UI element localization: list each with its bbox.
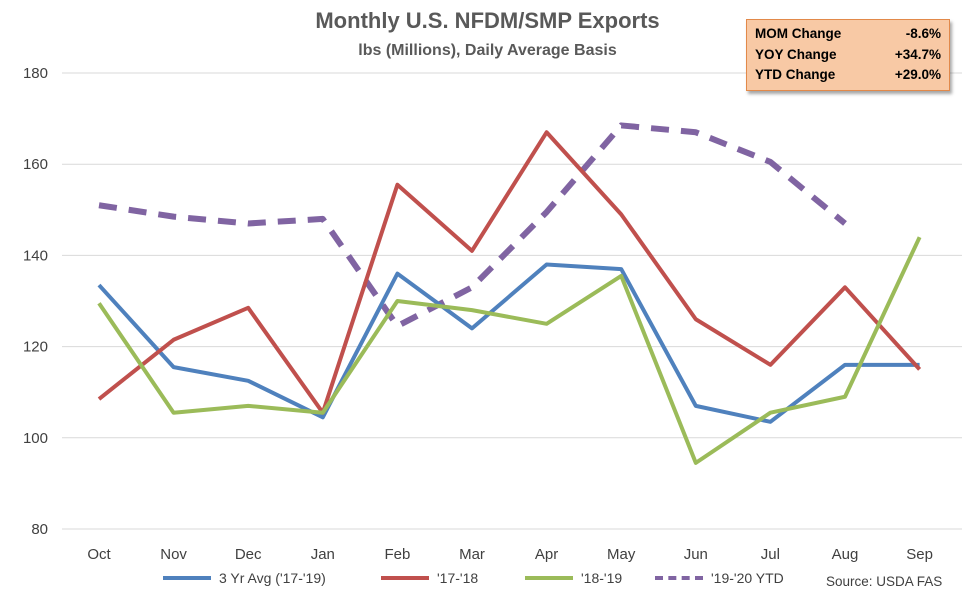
legend-swatch: [163, 576, 211, 580]
x-tick-label: Sep: [906, 546, 933, 563]
series-line: [97, 130, 922, 415]
y-tick-label: 120: [23, 339, 48, 356]
stat-value: -8.6%: [905, 26, 941, 41]
series-line: [97, 262, 920, 424]
stat-label: YOY Change: [755, 46, 837, 62]
legend-swatch: [381, 576, 429, 580]
y-tick-label: 180: [23, 65, 48, 82]
stat-row-yoy: YOY Change +34.7%: [755, 45, 941, 66]
chart-subtitle: lbs (Millions), Daily Average Basis: [358, 42, 617, 59]
legend-swatch: [525, 576, 573, 580]
chart-title: Monthly U.S. NFDM/SMP Exports: [315, 8, 660, 33]
x-tick-label: Jun: [684, 546, 708, 563]
stat-value: +29.0%: [894, 67, 941, 82]
legend-item-17-18: '17-'18: [381, 570, 478, 586]
legend-item-3yr-avg: 3 Yr Avg ('17-'19): [163, 570, 326, 586]
x-axis-ticks: Oct Nov Dec Jan Feb Mar Apr May Jun Jul Aug Sep: [87, 546, 933, 563]
y-tick-label: 100: [23, 430, 48, 447]
x-tick-label: Apr: [535, 546, 558, 563]
x-tick-label: Oct: [87, 546, 111, 563]
x-tick-label: Dec: [235, 546, 262, 563]
y-axis-ticks: 80 100 120 140 160 180: [23, 65, 48, 538]
y-tick-label: 140: [23, 247, 48, 264]
change-stats-box: MOM Change -8.6% YOY Change +34.7% YTD C…: [746, 19, 950, 91]
legend-item-18-19: '18-'19: [525, 570, 622, 586]
legend-label: '17-'18: [437, 570, 479, 586]
y-tick-label: 80: [31, 521, 48, 538]
source-note: Source: USDA FAS: [826, 574, 943, 589]
legend-label: '18-'19: [581, 570, 623, 586]
stat-label: YTD Change: [755, 67, 836, 82]
grid-lines: [62, 72, 962, 530]
series-line: [98, 122, 847, 330]
legend-swatch: [655, 576, 703, 580]
legend-item-19-20-ytd: '19-'20 YTD: [655, 570, 784, 586]
y-tick-label: 160: [23, 156, 48, 173]
series-line: [97, 236, 922, 465]
stat-row-ytd: YTD Change +29.0%: [755, 65, 941, 86]
x-tick-label: Aug: [832, 546, 859, 563]
x-tick-label: Mar: [459, 546, 485, 563]
stat-value: +34.7%: [894, 46, 941, 62]
legend-label: '19-'20 YTD: [711, 570, 784, 586]
stat-row-mom: MOM Change -8.6%: [755, 24, 941, 45]
x-tick-label: May: [607, 546, 636, 563]
legend-label: 3 Yr Avg ('17-'19): [219, 570, 326, 586]
x-tick-label: Nov: [160, 546, 187, 563]
x-tick-label: Jul: [761, 546, 780, 563]
x-tick-label: Jan: [311, 546, 335, 563]
x-tick-label: Feb: [384, 546, 410, 563]
stat-label: MOM Change: [755, 26, 842, 41]
series-lines: [97, 122, 922, 465]
